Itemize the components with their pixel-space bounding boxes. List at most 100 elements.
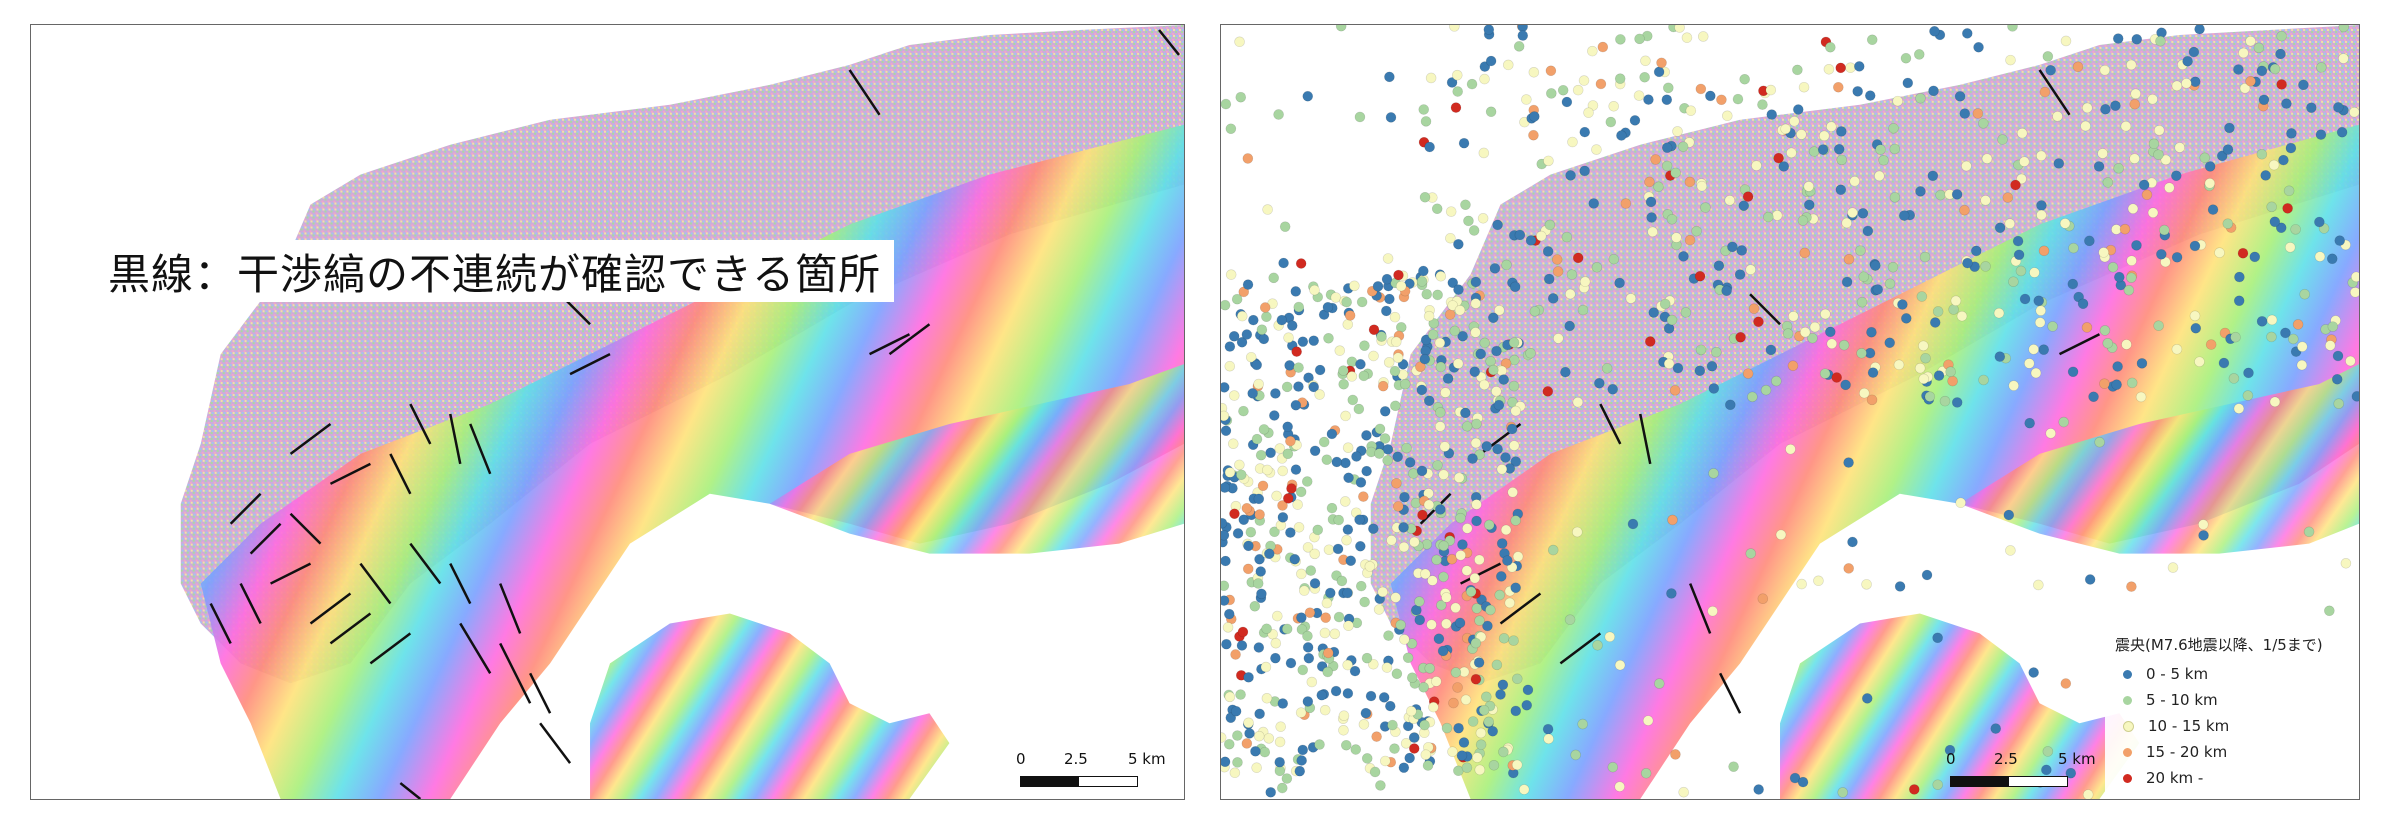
epicenter-dot bbox=[2060, 35, 2072, 47]
epicenter-dot bbox=[1293, 522, 1305, 533]
epicenter-dot bbox=[1587, 45, 1598, 57]
epicenter-dot bbox=[2112, 33, 2124, 44]
epicenter-dot bbox=[2194, 356, 2205, 368]
epicenter-dot bbox=[2003, 509, 2015, 521]
epicenter-dot bbox=[2314, 251, 2326, 262]
epicenter-dot bbox=[1666, 314, 1678, 326]
epicenter-dot bbox=[1350, 744, 1362, 755]
epicenter-dot bbox=[2155, 35, 2166, 47]
epicenter-dot bbox=[1604, 631, 1616, 643]
epicenter-dot bbox=[2007, 25, 2018, 32]
epicenter-dot bbox=[1342, 659, 1353, 671]
epicenter-dot bbox=[1681, 32, 1693, 43]
epicenter-dot bbox=[1408, 732, 1420, 743]
epicenter-dot bbox=[1594, 377, 1605, 389]
epicenter-dot bbox=[1408, 743, 1420, 754]
epicenter-dot bbox=[1973, 41, 1984, 53]
epicenter-dot bbox=[2275, 48, 2286, 60]
epicenter-dot bbox=[1843, 457, 1854, 468]
epicenter-dot bbox=[2242, 390, 2254, 401]
epicenter-dot bbox=[1915, 186, 1926, 197]
epicenter-dot bbox=[1347, 394, 1359, 406]
epicenter-dot bbox=[1450, 102, 1462, 113]
epicenter-dot bbox=[1321, 454, 1333, 465]
epicenter-dot bbox=[1735, 332, 1746, 343]
epicenter-dot bbox=[2290, 224, 2301, 235]
epicenter-dot bbox=[1228, 390, 1240, 401]
epicenter-dot bbox=[1579, 126, 1591, 138]
epicenter-dot bbox=[1221, 555, 1231, 567]
epicenter-dot bbox=[1470, 637, 1482, 649]
epicenter-dot bbox=[1841, 217, 1852, 229]
epicenter-dot bbox=[1656, 57, 1667, 69]
epicenter-dot bbox=[2038, 245, 2050, 257]
epicenter-dot bbox=[1292, 499, 1303, 510]
epicenter-dot bbox=[2222, 144, 2234, 155]
epicenter-dot bbox=[1355, 477, 1367, 488]
epicenter-dot bbox=[1262, 204, 1273, 215]
epicenter-dot bbox=[1383, 630, 1394, 641]
epicenter-dot bbox=[1435, 504, 1446, 515]
epicenter-dot bbox=[1371, 731, 1382, 742]
epicenter-dot bbox=[1970, 245, 1982, 257]
epicenter-dot bbox=[1260, 661, 1272, 673]
epicenter-dot bbox=[1376, 331, 1387, 342]
epicenter-dot bbox=[1838, 339, 1850, 351]
epicenter-dot bbox=[1270, 388, 1281, 399]
epicenter-dot bbox=[2275, 222, 2287, 234]
epicenter-dot bbox=[1269, 410, 1280, 421]
epicenter-dot bbox=[1438, 469, 1449, 480]
epicenter-dot bbox=[1818, 130, 1830, 142]
epicenter-dot bbox=[1448, 697, 1459, 709]
epicenter-dot bbox=[1251, 762, 1262, 773]
epicenter-dot bbox=[1291, 346, 1302, 357]
epicenter-dot bbox=[1775, 529, 1787, 541]
epicenter-dot bbox=[1547, 293, 1559, 304]
epicenter-dot bbox=[1608, 253, 1620, 265]
epicenter-dot bbox=[1361, 465, 1372, 477]
epicenter-dot bbox=[1439, 441, 1451, 452]
epicenter-dot bbox=[1705, 90, 1716, 102]
epicenter-dot bbox=[1221, 98, 1232, 110]
epicenter-dot bbox=[1508, 337, 1520, 348]
epicenter-dot bbox=[1864, 90, 1876, 101]
epicenter-dot bbox=[1797, 776, 1809, 788]
epicenter-dot bbox=[2141, 189, 2153, 201]
epicenter-dot bbox=[1434, 421, 1446, 432]
epicenter-dot bbox=[1477, 213, 1489, 224]
epicenter-dot bbox=[2110, 100, 2121, 111]
epicenter-dot bbox=[1399, 491, 1410, 503]
epicenter-dot bbox=[1290, 286, 1302, 297]
epicenter-dot bbox=[1398, 541, 1410, 553]
epicenter-dot bbox=[2013, 249, 2025, 261]
epicenter-dot bbox=[1418, 104, 1430, 115]
epicenter-dot bbox=[2113, 163, 2124, 174]
epicenter-dot bbox=[1849, 176, 1860, 187]
epicenter-dot bbox=[1990, 723, 2002, 734]
epicenter-dot bbox=[1452, 358, 1464, 369]
epicenter-dot bbox=[1797, 215, 1809, 226]
epicenter-dot bbox=[2045, 428, 2057, 439]
epicenter-dot bbox=[1361, 430, 1372, 441]
epicenter-dot bbox=[1255, 566, 1267, 577]
epicenter-dot bbox=[1321, 597, 1333, 609]
epicenter-dot bbox=[1670, 749, 1681, 760]
epicenter-dot bbox=[1379, 406, 1391, 417]
epicenter-dot bbox=[1424, 141, 1435, 153]
epicenter-dot bbox=[1747, 391, 1758, 403]
epicenter-dot bbox=[1417, 509, 1428, 521]
epicenter-dot bbox=[2067, 278, 2079, 290]
epicenter-dot bbox=[1276, 314, 1288, 326]
epicenter-dot bbox=[1378, 692, 1390, 703]
epicenter-dot bbox=[1494, 305, 1505, 316]
epicenter-dot bbox=[2102, 337, 2114, 349]
epicenter-dot bbox=[2216, 150, 2228, 162]
epicenter-dot bbox=[1331, 456, 1343, 468]
epicenter-dot bbox=[1458, 137, 1470, 149]
epicenter-dot bbox=[2082, 789, 2094, 799]
epicenter-dot bbox=[2160, 154, 2172, 166]
epicenter-dot bbox=[1251, 433, 1263, 445]
epicenter-dot bbox=[1521, 699, 1533, 711]
epicenter-dot bbox=[2207, 204, 2219, 215]
epicenter-dot bbox=[2099, 378, 2110, 389]
